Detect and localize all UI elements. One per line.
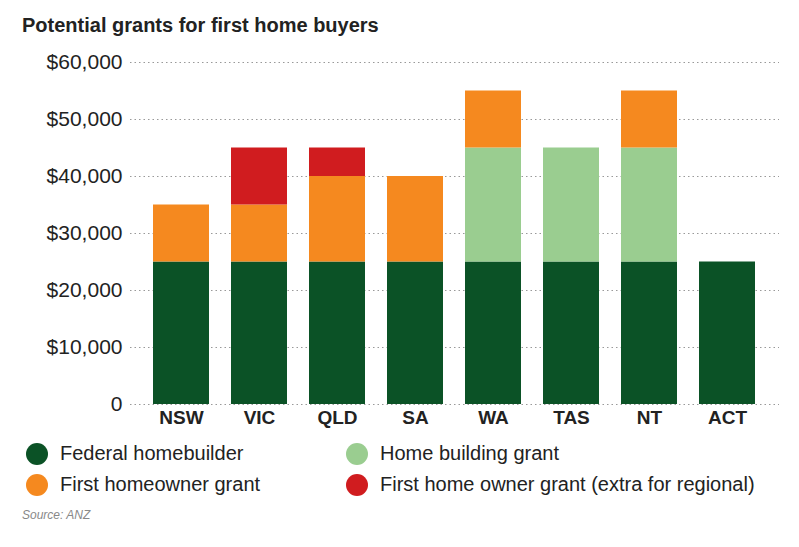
html-text:Home building grant: Home building grant (380, 442, 559, 464)
svg-text:$40,000: $40,000 (47, 164, 123, 187)
svg-text:$60,000: $60,000 (47, 50, 123, 73)
svg-text:QLD: QLD (317, 407, 357, 428)
html-text:Source: ANZ: Source: ANZ (22, 508, 91, 522)
svg-text:0: 0 (111, 392, 123, 415)
svg-text:NSW: NSW (159, 407, 203, 428)
svg-text:$50,000: $50,000 (47, 107, 123, 130)
html-text:Federal homebuilder: Federal homebuilder (60, 442, 244, 464)
html-text:Potential grants for first hom: Potential grants for first home buyers (22, 14, 379, 36)
svg-text:VIC: VIC (244, 407, 276, 428)
svg-text:$10,000: $10,000 (47, 335, 123, 358)
html-text:First home owner grant (extra: First home owner grant (extra for region… (380, 473, 755, 495)
svg-text:TAS: TAS (553, 407, 590, 428)
html-text:First homeowner grant: First homeowner grant (60, 473, 261, 495)
svg-text:SA: SA (402, 407, 429, 428)
svg-text:ACT: ACT (708, 407, 747, 428)
svg-text:WA: WA (478, 407, 509, 428)
svg-text:$30,000: $30,000 (47, 221, 123, 244)
svg-text:$20,000: $20,000 (47, 278, 123, 301)
svg-text:NT: NT (637, 407, 663, 428)
